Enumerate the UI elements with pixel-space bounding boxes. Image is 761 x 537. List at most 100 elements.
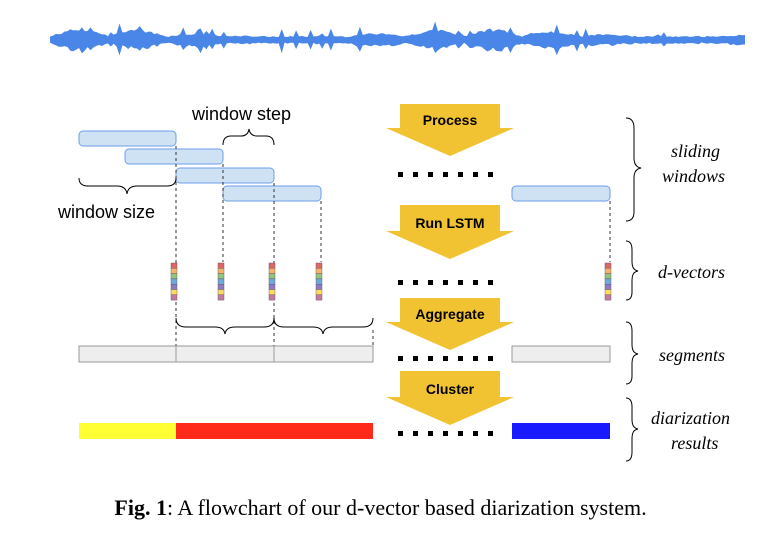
d-vector [604,262,612,301]
ellipsis-dot [413,172,418,177]
stage-sliding-label: sliding [671,141,721,161]
segment-box [511,345,611,363]
ellipsis-dot [428,172,433,177]
d-vector-cell [604,262,612,269]
d-vector [268,262,276,301]
d-vector-cell [268,278,276,285]
d-vector-cell [268,284,276,290]
ellipsis-dot [458,280,463,285]
d-vector-cell [170,284,178,290]
d-vector-cell [315,294,323,301]
d-vector-cell [315,289,323,296]
window-box [222,185,322,202]
ellipsis-dot [428,280,433,285]
audio-waveform [50,21,745,56]
ellipsis-dot [458,172,463,177]
d-vector-cell [170,289,178,296]
stage-results-label: results [671,433,719,453]
step-aggregate-label: Aggregate [415,306,485,322]
d-vector-cell [217,289,225,296]
d-vector-cell [315,262,323,269]
aggregate-arrow [386,298,514,350]
speaker-2-bar [176,423,373,439]
window-box [175,167,275,184]
segments [78,345,611,363]
ellipsis-dot [488,172,493,177]
d-vector-cell [217,278,225,285]
d-vector-cell [170,262,178,269]
d-vector-cell [170,268,178,274]
ellipsis-dot [473,280,478,285]
ellipsis-dots [398,172,493,436]
speaker-3-bar [512,423,610,439]
ellipsis-dot [473,431,478,436]
stage-d-vectors-label: d-vectors [658,262,725,282]
d-vector-cell [315,273,323,280]
ellipsis-dot [398,172,403,177]
d-vector-cell [315,278,323,285]
ellipsis-dot [443,356,448,361]
d-vector-cell [268,268,276,274]
d-vector-cell [604,278,612,285]
sliding-windows [78,130,611,202]
window-step-brace [222,128,275,146]
caption-text: : A flowchart of our d-vector based diar… [166,495,647,520]
ellipsis-dot [488,431,493,436]
stage-segments-label: segments [659,345,725,365]
d-vector-cell [217,268,225,274]
ellipsis-dot [488,280,493,285]
stage-braces [625,117,642,462]
stage-diarization-label: diarization [651,408,731,428]
d-vector-cell [268,289,276,296]
d-vector-cell [170,294,178,301]
cluster-arrow [386,371,514,425]
segment-box [175,345,275,363]
ellipsis-dot [488,356,493,361]
window-box [511,185,611,202]
ellipsis-dot [458,431,463,436]
d-vector-cell [217,262,225,269]
d-vector-cell [268,262,276,269]
process-arrow [386,104,514,156]
window-box [78,130,177,147]
d-vector-cell [315,284,323,290]
ellipsis-dot [413,280,418,285]
d-vector [217,262,225,301]
step-cluster-label: Cluster [425,381,475,397]
d-vector [315,262,323,301]
d-vector-cell [217,273,225,280]
d-vector-cell [604,268,612,274]
ellipsis-dot [443,172,448,177]
d-vector-cell [217,284,225,290]
d-vector-cell [604,294,612,301]
d-vectors [170,262,612,301]
d-vector-cell [170,278,178,285]
ellipsis-dot [443,280,448,285]
d-vector-cell [604,273,612,280]
ellipsis-dot [473,172,478,177]
run-lstm-arrow [386,205,514,259]
ellipsis-dot [458,356,463,361]
d-vector-cell [315,268,323,274]
ellipsis-dot [398,280,403,285]
ellipsis-dot [473,356,478,361]
d-vector-cell [170,273,178,280]
diarization-results [79,423,610,439]
ellipsis-dot [413,431,418,436]
window-size-label: window size [58,202,156,222]
segment-box [78,345,177,363]
speaker-1-bar [79,423,176,439]
ellipsis-dot [428,431,433,436]
ellipsis-dot [398,431,403,436]
stage-windows-label: windows [662,166,726,186]
ellipsis-dot [428,356,433,361]
aggregate-braces [175,317,374,335]
window-box [124,148,224,165]
d-vector-cell [268,294,276,301]
figure-caption: Fig. 1: A flowchart of our d-vector base… [0,495,761,521]
ellipsis-dot [413,356,418,361]
window-step-label: window step [192,104,292,124]
caption-prefix: Fig. 1 [114,495,167,520]
ellipsis-dot [398,356,403,361]
